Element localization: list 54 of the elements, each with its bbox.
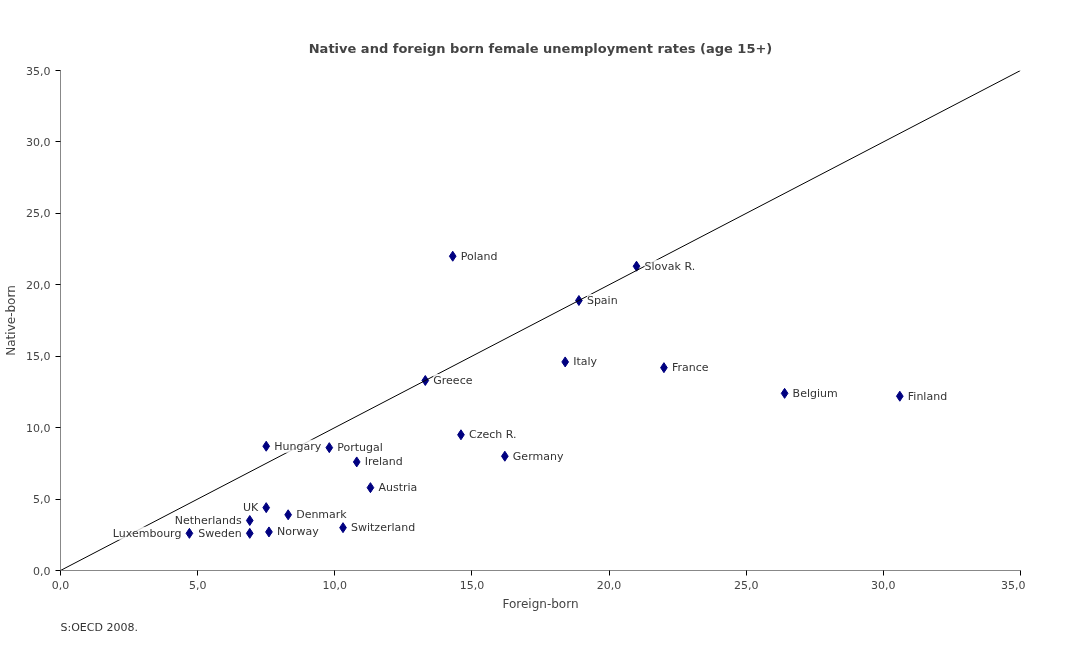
point <box>895 390 904 402</box>
x-tick-label: 35,0 <box>1001 578 1026 592</box>
x-tick-label: 30,0 <box>871 578 896 592</box>
annotation: Germany <box>512 449 564 463</box>
annotation: Denmark <box>296 508 348 522</box>
annotation: Italy <box>573 355 598 369</box>
annotation: Greece <box>433 374 473 387</box>
x-tick-label: 0,0 <box>51 578 70 592</box>
y-tick-label: 15,0 <box>26 350 51 364</box>
point <box>448 250 457 262</box>
annotation: UK <box>242 501 259 515</box>
annotation: Spain <box>586 294 618 307</box>
point <box>262 440 271 452</box>
annotation: Austria <box>378 481 418 495</box>
annotation: Finland <box>907 389 948 403</box>
point <box>245 527 254 539</box>
annotation: Sweden <box>198 526 242 540</box>
x-tick-label: 10,0 <box>322 578 348 592</box>
annotation: Poland <box>460 249 498 263</box>
point <box>185 527 194 539</box>
y-tick-label: 10,0 <box>26 421 51 435</box>
annotation: Czech R. <box>468 428 517 442</box>
annotation: Luxembourg <box>112 526 182 540</box>
y-tick-label: 35,0 <box>26 64 51 78</box>
point <box>262 502 271 514</box>
point <box>366 482 375 494</box>
point <box>325 442 334 454</box>
text: S:OECD 2008. <box>60 620 138 634</box>
point <box>352 456 361 468</box>
point <box>561 356 570 368</box>
y-tick-label: 5,0 <box>33 493 51 507</box>
annotation: Hungary <box>274 439 322 453</box>
y-tick-label: 25,0 <box>26 207 51 221</box>
x-axis-title: Foreign-born <box>502 596 579 611</box>
y-tick-label: 0,0 <box>33 564 51 578</box>
x-tick-label: 15,0 <box>459 578 485 592</box>
annotation: Portugal <box>337 441 383 455</box>
y-tick-label: 30,0 <box>26 135 51 149</box>
annotation: Slovak R. <box>644 259 696 273</box>
annotation: Norway <box>276 525 320 539</box>
annotation: Switzerland <box>351 521 416 535</box>
point <box>245 515 254 526</box>
x-tick-label: 25,0 <box>733 578 759 592</box>
annotation: France <box>671 361 709 375</box>
annotation: Netherlands <box>174 514 243 527</box>
y-axis-title: Native-born <box>4 285 19 356</box>
point <box>632 260 641 272</box>
point <box>780 387 789 399</box>
x-tick-label: 20,0 <box>596 578 622 592</box>
x-tick-label: 5,0 <box>188 578 207 592</box>
annotation: Belgium <box>792 386 838 400</box>
chart-title: Native and foreign born female unemployment rates (age 15+) <box>308 40 773 56</box>
y-tick-label: 20,0 <box>26 278 51 292</box>
annotation: Ireland <box>364 455 403 469</box>
